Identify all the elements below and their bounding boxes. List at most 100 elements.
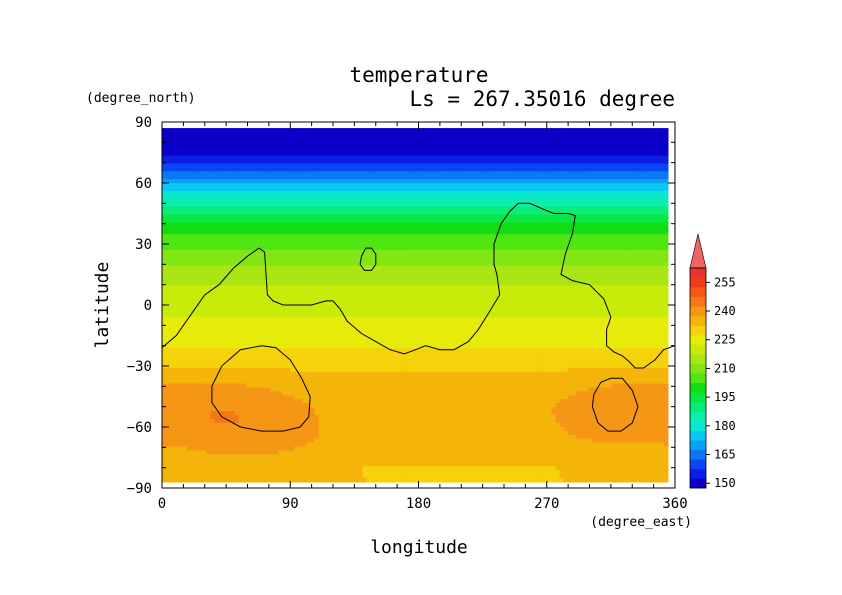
field-cell	[246, 249, 251, 255]
field-cell	[627, 218, 633, 224]
field-cell	[406, 214, 412, 220]
field-cell	[459, 242, 464, 247]
field-cell	[575, 198, 581, 204]
field-cell	[358, 273, 364, 279]
field-cell	[643, 151, 649, 157]
field-cell	[499, 167, 504, 172]
field-cell	[467, 218, 472, 224]
field-cell	[615, 214, 621, 220]
field-cell	[587, 249, 593, 255]
field-cell	[547, 253, 553, 259]
field-cell	[406, 226, 412, 231]
field-cell	[318, 128, 324, 133]
field-cell	[623, 218, 629, 224]
field-cell	[234, 222, 239, 227]
field-cell	[623, 159, 629, 165]
field-cell	[162, 246, 167, 251]
field-cell	[210, 246, 215, 251]
field-cell	[334, 253, 340, 259]
field-cell	[531, 218, 536, 224]
field-cell	[402, 151, 408, 157]
field-cell	[414, 226, 420, 231]
field-cell	[527, 151, 532, 157]
field-cell	[250, 269, 255, 275]
field-cell	[559, 277, 565, 283]
field-cell	[346, 226, 352, 231]
field-cell	[426, 183, 432, 188]
field-cell	[166, 155, 171, 161]
field-cell	[226, 183, 231, 188]
field-cell	[539, 269, 545, 275]
field-cell	[306, 143, 312, 149]
field-cell	[266, 242, 271, 247]
field-cell	[186, 139, 191, 145]
field-cell	[431, 242, 436, 247]
field-cell	[647, 132, 653, 137]
field-cell	[190, 128, 195, 133]
field-cell	[286, 187, 292, 192]
field-cell	[330, 206, 336, 212]
field-cell	[274, 206, 280, 212]
field-cell	[222, 226, 227, 231]
field-cell	[354, 171, 360, 176]
field-cell	[218, 226, 223, 231]
field-cell	[266, 253, 271, 259]
field-cell	[451, 135, 456, 141]
field-cell	[627, 230, 633, 235]
field-cell	[278, 128, 284, 133]
field-cell	[611, 206, 617, 212]
field-cell	[338, 135, 344, 141]
field-cell	[194, 226, 199, 231]
field-cell	[495, 214, 500, 220]
field-cell	[479, 155, 484, 161]
field-cell	[234, 128, 239, 133]
field-cell	[659, 171, 665, 176]
field-cell	[651, 143, 657, 149]
field-cell	[250, 179, 255, 184]
field-cell	[563, 206, 569, 212]
field-cell	[282, 257, 288, 263]
field-cell	[162, 198, 167, 204]
field-cell	[278, 238, 284, 243]
field-cell	[459, 147, 464, 153]
field-cell	[515, 257, 520, 263]
field-cell	[342, 246, 348, 251]
field-cell	[222, 234, 227, 239]
field-cell	[583, 269, 589, 275]
field-cell	[495, 155, 500, 161]
field-cell	[274, 139, 280, 145]
field-cell	[611, 210, 617, 216]
field-cell	[198, 135, 203, 141]
field-cell	[206, 234, 211, 239]
field-cell	[358, 171, 364, 176]
field-cell	[507, 187, 512, 192]
field-cell	[483, 128, 488, 133]
field-cell	[535, 128, 540, 133]
field-cell	[306, 171, 312, 176]
field-cell	[527, 175, 532, 180]
field-cell	[358, 183, 364, 188]
field-cell	[619, 132, 625, 137]
field-cell	[567, 183, 573, 188]
field-cell	[362, 175, 368, 180]
field-cell	[350, 155, 356, 161]
field-cell	[535, 230, 540, 235]
field-cell	[162, 218, 167, 224]
field-cell	[238, 238, 243, 243]
field-cell	[270, 202, 276, 208]
field-cell	[246, 281, 251, 286]
field-cell	[639, 265, 645, 271]
field-cell	[182, 128, 187, 133]
field-cell	[382, 230, 388, 235]
field-cell	[575, 147, 581, 153]
field-cell	[238, 198, 243, 204]
field-cell	[254, 202, 259, 208]
field-cell	[358, 249, 364, 255]
field-cell	[370, 128, 376, 133]
field-cell	[551, 198, 557, 204]
field-cell	[262, 175, 267, 180]
field-cell	[278, 226, 284, 231]
field-cell	[226, 273, 231, 279]
field-cell	[186, 210, 191, 216]
field-cell	[447, 151, 452, 157]
